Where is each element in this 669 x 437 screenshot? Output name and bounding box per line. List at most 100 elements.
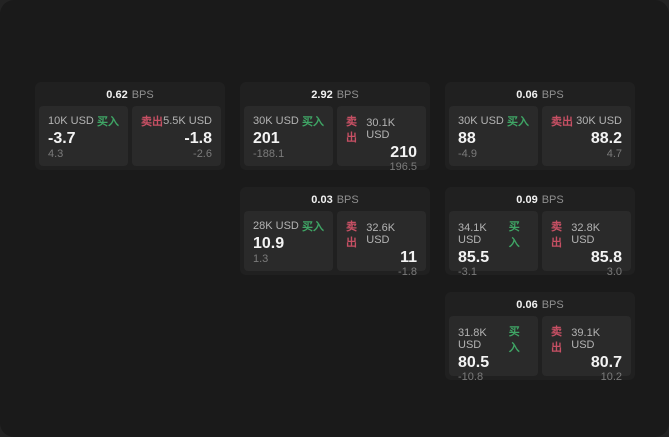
buy-quote-cell[interactable]: 30K USD 买入 201 -188.1 [244, 106, 333, 166]
sell-price: -1.8 [184, 129, 212, 147]
sell-size: 5.5K USD [163, 115, 212, 127]
spread-header: 0.09 BPS [445, 187, 635, 209]
buy-side-label: 买入 [508, 221, 520, 249]
buy-side-label: 买入 [97, 116, 119, 128]
quote-body: 31.8K USD 买入 80.5 -10.8 卖出 39.1K USD 80.… [445, 314, 635, 380]
spread-unit-label: BPS [541, 193, 564, 206]
buy-sub-value: -188.1 [253, 148, 285, 160]
spread-value: 2.92 [311, 88, 333, 101]
buy-size: 31.8K USD [458, 327, 487, 351]
buy-side-label: 买入 [508, 326, 520, 354]
buy-size: 10K USD [48, 115, 94, 127]
buy-price: -3.7 [48, 129, 76, 147]
sell-quote-cell[interactable]: 卖出 39.1K USD 80.7 10.2 [542, 316, 631, 380]
buy-quote-cell[interactable]: 28K USD 买入 10.9 1.3 [244, 211, 333, 271]
spread-header: 0.03 BPS [240, 187, 430, 209]
quote-card: 0.06 BPS 30K USD 买入 88 -4.9 卖出 30K USD 8… [445, 82, 635, 170]
spread-unit-label: BPS [131, 88, 154, 101]
spread-value: 0.09 [516, 193, 538, 206]
buy-side-label: 买入 [507, 116, 529, 128]
sell-cell-top: 卖出 32.6K USD [346, 218, 417, 250]
quote-body: 30K USD 买入 88 -4.9 卖出 30K USD 88.2 4.7 [445, 104, 635, 170]
spread-unit-label: BPS [336, 193, 359, 206]
buy-quote-cell[interactable]: 10K USD 买入 -3.7 4.3 [39, 106, 128, 166]
buy-size: 28K USD [253, 220, 299, 232]
buy-cell-top: 30K USD 买入 [458, 113, 529, 129]
sell-cell-top: 卖出 32.8K USD [551, 218, 622, 250]
sell-side-label: 卖出 [551, 221, 562, 249]
sell-sub-value: 4.7 [606, 148, 622, 160]
buy-size: 34.1K USD [458, 222, 487, 246]
spread-header: 0.62 BPS [35, 82, 225, 104]
buy-side-label: 买入 [302, 221, 324, 233]
buy-cell-top: 30K USD 买入 [253, 113, 324, 129]
quote-card: 0.06 BPS 31.8K USD 买入 80.5 -10.8 卖出 39.1… [445, 292, 635, 380]
sell-size: 30.1K USD [366, 117, 396, 141]
spread-unit-label: BPS [541, 88, 564, 101]
sell-size: 30K USD [576, 115, 622, 127]
spread-value: 0.62 [106, 88, 128, 101]
buy-quote-cell[interactable]: 34.1K USD 买入 85.5 -3.1 [449, 211, 538, 275]
buy-side-label: 买入 [302, 116, 324, 128]
sell-side-label: 卖出 [551, 326, 562, 354]
spread-header: 0.06 BPS [445, 292, 635, 314]
quote-body: 34.1K USD 买入 85.5 -3.1 卖出 32.8K USD 85.8… [445, 209, 635, 275]
sell-cell-top: 卖出 30K USD [551, 113, 622, 129]
sell-sub-value: 3.0 [606, 266, 622, 275]
buy-price: 85.5 [458, 249, 490, 266]
quote-body: 10K USD 买入 -3.7 4.3 卖出 5.5K USD -1.8 -2.… [35, 104, 225, 170]
sell-sub-value: 196.5 [389, 161, 417, 170]
buy-cell-top: 34.1K USD 买入 [458, 218, 529, 250]
sell-side-label: 卖出 [346, 116, 357, 144]
spread-value: 0.06 [516, 88, 538, 101]
buy-sub-value: 1.3 [253, 253, 269, 265]
quote-card: 0.09 BPS 34.1K USD 买入 85.5 -3.1 卖出 32.8K… [445, 187, 635, 275]
buy-price: 10.9 [253, 234, 285, 252]
sell-quote-cell[interactable]: 卖出 32.8K USD 85.8 3.0 [542, 211, 631, 275]
sell-side-label: 卖出 [141, 116, 163, 128]
buy-price: 80.5 [458, 354, 490, 371]
sell-side-label: 卖出 [551, 116, 573, 128]
buy-cell-top: 28K USD 买入 [253, 218, 324, 234]
buy-size: 30K USD [253, 115, 299, 127]
quote-body: 28K USD 买入 10.9 1.3 卖出 32.6K USD 11 -1.8 [240, 209, 430, 275]
buy-quote-cell[interactable]: 31.8K USD 买入 80.5 -10.8 [449, 316, 538, 380]
sell-size: 32.6K USD [366, 222, 396, 246]
spread-header: 2.92 BPS [240, 82, 430, 104]
spread-unit-label: BPS [336, 88, 359, 101]
sell-price: 80.7 [590, 354, 622, 371]
sell-price: 85.8 [590, 249, 622, 266]
spread-value: 0.06 [516, 298, 538, 311]
sell-price: 88.2 [590, 129, 622, 147]
sell-price: 11 [400, 249, 417, 266]
buy-cell-top: 31.8K USD 买入 [458, 323, 529, 355]
sell-quote-cell[interactable]: 卖出 32.6K USD 11 -1.8 [337, 211, 426, 275]
sell-cell-top: 卖出 30.1K USD [346, 113, 417, 145]
sell-sub-value: 10.2 [600, 371, 622, 380]
sell-quote-cell[interactable]: 卖出 30K USD 88.2 4.7 [542, 106, 631, 166]
spread-header: 0.06 BPS [445, 82, 635, 104]
sell-cell-top: 卖出 5.5K USD [141, 113, 212, 129]
sell-size: 39.1K USD [571, 327, 601, 351]
buy-size: 30K USD [458, 115, 504, 127]
buy-sub-value: -3.1 [458, 266, 477, 275]
buy-sub-value: -4.9 [458, 148, 477, 160]
sell-side-label: 卖出 [346, 221, 357, 249]
sell-price: 210 [390, 144, 417, 161]
quote-card: 2.92 BPS 30K USD 买入 201 -188.1 卖出 30.1K … [240, 82, 430, 170]
buy-price: 201 [253, 129, 280, 147]
sell-sub-value: -2.6 [193, 148, 212, 160]
buy-sub-value: 4.3 [48, 148, 64, 160]
buy-cell-top: 10K USD 买入 [48, 113, 119, 129]
sell-quote-cell[interactable]: 卖出 5.5K USD -1.8 -2.6 [132, 106, 221, 166]
quote-card: 0.03 BPS 28K USD 买入 10.9 1.3 卖出 32.6K US… [240, 187, 430, 275]
sell-quote-cell[interactable]: 卖出 30.1K USD 210 196.5 [337, 106, 426, 170]
quote-card: 0.62 BPS 10K USD 买入 -3.7 4.3 卖出 5.5K USD… [35, 82, 225, 170]
buy-price: 88 [458, 129, 476, 147]
buy-sub-value: -10.8 [458, 371, 484, 380]
sell-size: 32.8K USD [571, 222, 601, 246]
buy-quote-cell[interactable]: 30K USD 买入 88 -4.9 [449, 106, 538, 166]
spread-unit-label: BPS [541, 298, 564, 311]
sell-cell-top: 卖出 39.1K USD [551, 323, 622, 355]
